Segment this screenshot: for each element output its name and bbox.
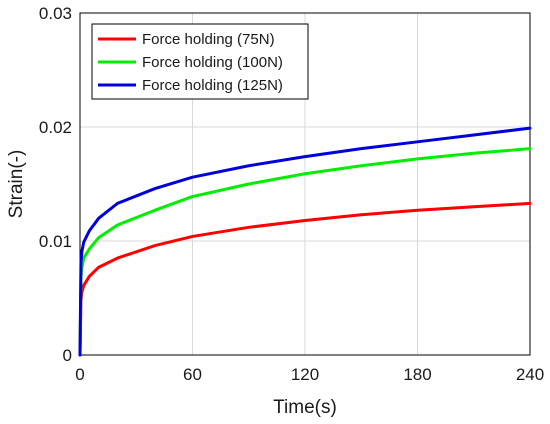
x-tick-label: 180 <box>403 365 431 384</box>
series-line-3 <box>78 126 532 357</box>
series-line-1 <box>78 201 532 357</box>
x-axis-ticks: 0 60 120 180 240 <box>75 365 544 384</box>
y-axis-ticks: 0 0.01 0.02 0.03 <box>39 4 72 365</box>
legend: Force holding (75N) Force holding (100N) F… <box>91 23 309 100</box>
x-tick-label: 120 <box>291 365 319 384</box>
series-line-2 <box>78 147 532 357</box>
plot-area-frame <box>79 12 531 356</box>
x-axis-title: Time(s) <box>273 397 337 418</box>
y-tick-label: 0.03 <box>39 4 72 23</box>
legend-label: Force holding (125N) <box>142 77 283 94</box>
x-tick-label: 60 <box>183 365 202 384</box>
legend-label: Force holding (75N) <box>142 31 275 48</box>
series-lines <box>78 126 532 357</box>
y-tick-label: 0 <box>63 346 72 365</box>
legend-label: Force holding (100N) <box>142 54 283 71</box>
x-tick-label: 240 <box>516 365 544 384</box>
y-axis-title: Strain(-) <box>6 150 27 219</box>
y-tick-label: 0.02 <box>39 118 72 137</box>
x-tick-label: 0 <box>75 365 84 384</box>
y-tick-label: 0.01 <box>39 232 72 251</box>
